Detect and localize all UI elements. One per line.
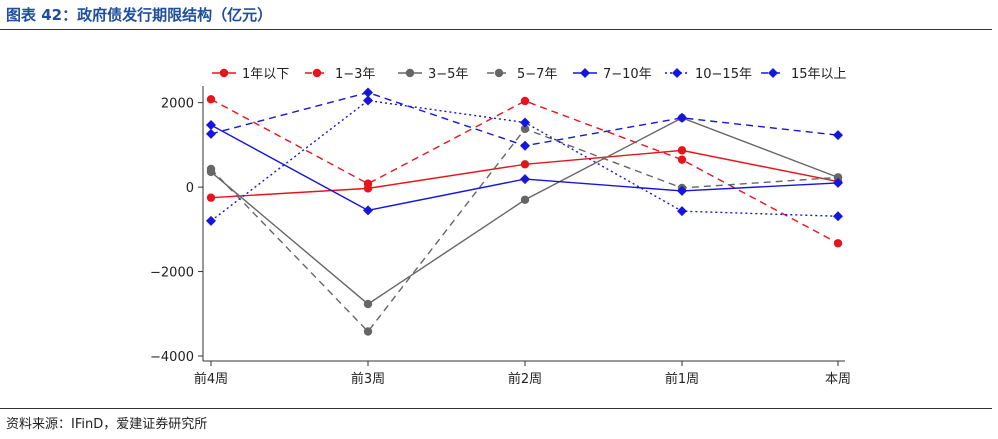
data-point	[363, 87, 373, 98]
data-point	[520, 117, 530, 128]
y-tick-label: −2000	[150, 266, 194, 281]
data-point	[520, 124, 530, 134]
data-point	[833, 239, 843, 248]
legend-swatch-marker	[405, 68, 415, 78]
x-tick-label: 前4周	[194, 371, 228, 387]
data-point	[677, 112, 687, 123]
legend-swatch-marker	[312, 68, 322, 78]
series-7	[206, 87, 843, 151]
title-rule	[0, 29, 992, 30]
data-point	[520, 195, 530, 204]
legend-swatch-marker	[494, 68, 504, 78]
data-point	[520, 160, 530, 169]
legend-label: 1−3年	[335, 67, 375, 82]
series-5	[206, 120, 843, 216]
legend-item: 1年以下	[212, 67, 289, 82]
data-point	[677, 185, 687, 196]
series-line	[210, 98, 839, 244]
x-tick-label: 本周	[825, 372, 851, 387]
legend-item: 1−3年	[305, 67, 375, 82]
data-point	[833, 211, 843, 222]
data-point	[206, 95, 216, 104]
data-point	[677, 206, 687, 217]
data-point	[833, 130, 843, 141]
legend-swatch-marker	[672, 68, 682, 78]
x-tick-label: 前2周	[508, 371, 542, 387]
data-point	[206, 164, 216, 174]
data-point	[833, 173, 843, 182]
data-point	[363, 327, 373, 336]
figure-title: 图表 42：政府债发行期限结构（亿元）	[6, 6, 273, 24]
data-point	[363, 299, 373, 309]
data-point	[833, 177, 843, 188]
x-tick-label: 前3周	[351, 371, 385, 387]
legend-swatch-marker	[768, 68, 778, 78]
series-6	[206, 95, 843, 226]
legend-label: 15年以上	[791, 67, 847, 82]
data-point	[520, 140, 530, 151]
legend-swatch-marker	[580, 68, 590, 78]
source-note: 资料来源：IFinD，爱建证券研究所	[6, 417, 208, 432]
source-rule	[0, 408, 992, 409]
data-point	[206, 215, 216, 226]
legend-item: 3−5年	[398, 67, 468, 82]
data-point	[206, 120, 216, 131]
y-tick-label: −4000	[150, 350, 194, 365]
legend: 1年以下 1−3年 3−5年 5−7年 7−10年 10−15年 15年以上	[212, 67, 847, 82]
data-point	[363, 205, 373, 216]
legend-label: 1年以下	[242, 67, 289, 82]
legend-swatch-marker	[219, 68, 229, 78]
data-point	[520, 96, 530, 106]
legend-label: 10−15年	[695, 67, 752, 82]
legend-label: 5−7年	[517, 67, 557, 82]
x-tick-label: 前1周	[665, 371, 699, 387]
legend-item: 10−15年	[665, 67, 752, 82]
data-point	[677, 146, 687, 155]
data-point	[206, 128, 216, 139]
legend-item: 5−7年	[487, 67, 557, 82]
legend-item: 7−10年	[573, 67, 652, 82]
legend-label: 7−10年	[603, 67, 652, 82]
data-point	[677, 155, 687, 164]
legend-label: 3−5年	[428, 67, 468, 82]
line-chart: 1年以下 1−3年 3−5年 5−7年 7−10年 10−15年 15年以上 2000 0 −2…	[150, 67, 851, 387]
data-point	[363, 179, 373, 188]
series-2	[206, 95, 843, 248]
data-point	[206, 193, 216, 202]
series-line	[210, 149, 839, 199]
series-line	[210, 128, 839, 333]
y-tick-label: 0	[186, 181, 194, 196]
legend-item: 15年以上	[761, 67, 847, 82]
series-4	[206, 124, 843, 336]
data-point	[520, 174, 530, 185]
y-tick-label: 2000	[161, 97, 194, 112]
data-point	[363, 95, 373, 106]
